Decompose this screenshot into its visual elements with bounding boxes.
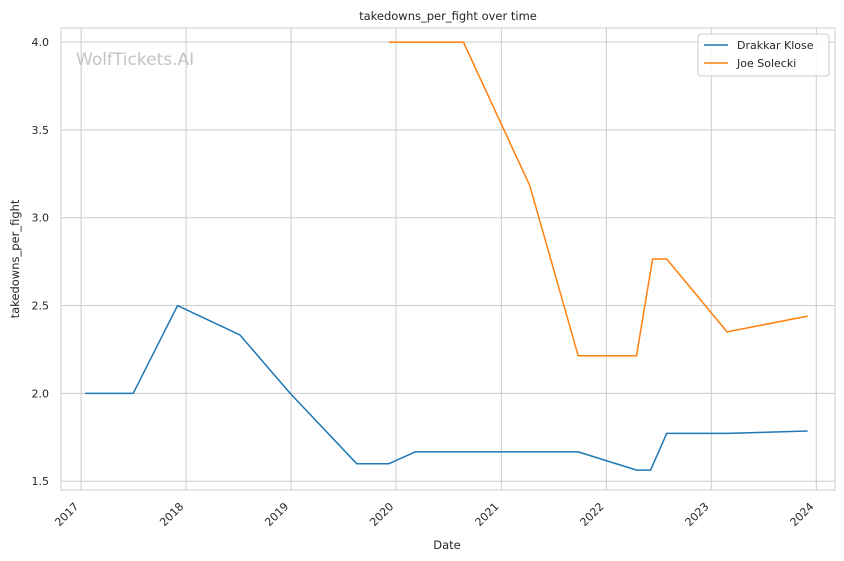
legend-entry: Drakkar Klose (737, 39, 814, 52)
series-line (388, 41, 808, 357)
watermark: WolfTickets.AI (76, 50, 194, 70)
x-tick-label: 2024 (788, 500, 817, 529)
y-tick-label: 3.5 (32, 124, 50, 137)
x-tick-label: 2023 (683, 500, 712, 529)
y-tick-label: 3.0 (32, 212, 50, 225)
legend: Drakkar Klose Joe Solecki (697, 33, 830, 77)
x-axis-label: Date (433, 538, 461, 552)
x-tick-label: 2021 (473, 500, 502, 529)
x-tick-label: 2018 (157, 500, 186, 529)
legend-entry: Joe Solecki (736, 57, 796, 70)
y-tick-label: 2.0 (32, 387, 50, 400)
y-tick-label: 1.5 (32, 475, 50, 488)
y-axis-ticks: 1.5 2.0 2.5 3.0 3.5 4.0 (32, 36, 50, 488)
x-tick-label: 2022 (578, 500, 607, 529)
legend-box (697, 33, 830, 77)
y-axis-label: takedowns_per_fight (8, 199, 22, 318)
series-line (85, 304, 808, 471)
x-tick-label: 2020 (367, 500, 396, 529)
x-tick-label: 2017 (52, 500, 81, 529)
series-lines (85, 41, 808, 471)
plot-area (60, 27, 836, 491)
y-tick-label: 2.5 (32, 300, 50, 313)
y-tick-label: 4.0 (32, 36, 50, 49)
x-tick-label: 2019 (262, 500, 291, 529)
chart-title: takedowns_per_fight over time (359, 9, 537, 23)
x-axis-ticks: 2017 2018 2019 2020 2021 2022 2023 2024 (52, 500, 816, 529)
